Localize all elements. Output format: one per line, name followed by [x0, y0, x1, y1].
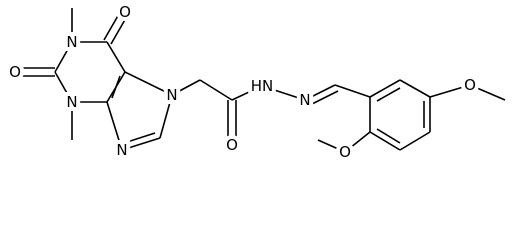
atom-label: N — [116, 141, 127, 159]
molecule-diagram: O O N N N N O HN N O O — [5, 0, 506, 165]
bonds — [20, 8, 506, 153]
atom-label: N — [66, 93, 77, 111]
atom-labels: O O N N N N O HN N O O — [5, 0, 480, 165]
atom-label: O — [226, 136, 238, 154]
atom-label: O — [9, 63, 21, 81]
atom-label: O — [339, 143, 351, 161]
atom-label: O — [464, 76, 476, 94]
atom-label: N — [299, 91, 310, 109]
atom-label: N — [166, 86, 177, 104]
atom-label: N — [66, 33, 77, 51]
atom-label: HN — [251, 77, 274, 95]
page: O O N N N N O HN N O O (() => { const da… — [5, 0, 506, 165]
atom-label: O — [119, 3, 131, 21]
